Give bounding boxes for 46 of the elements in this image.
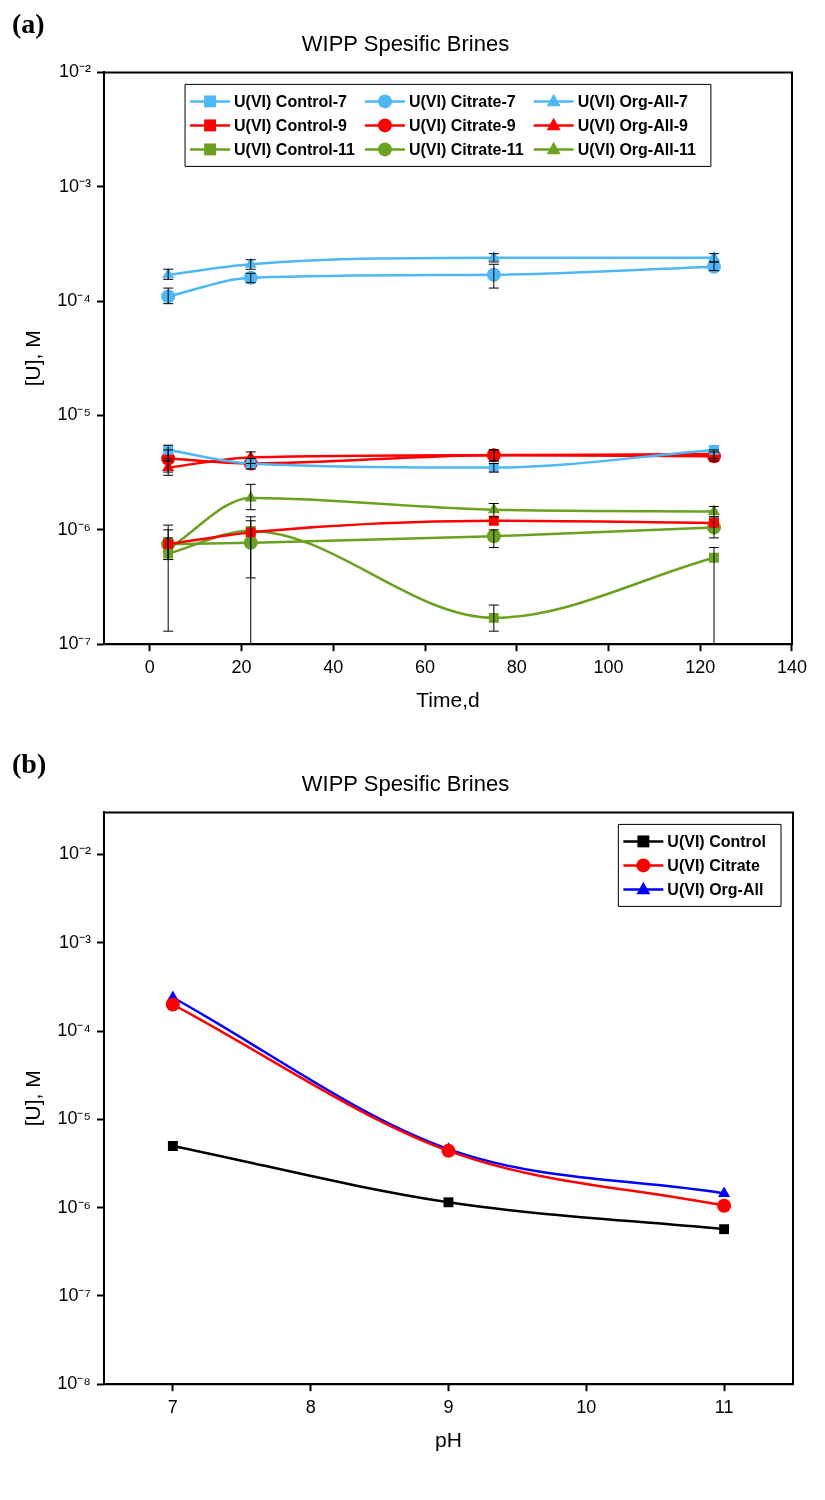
y-tick-label: 10⁻³ xyxy=(58,931,91,952)
y-tick-label: 10⁻⁵ xyxy=(57,1108,91,1129)
x-tick-label: 8 xyxy=(305,1396,316,1417)
chart-title: WIPP Spesific Brines xyxy=(301,771,510,797)
x-tick-label: 60 xyxy=(415,656,436,677)
y-tick-label: 10⁻⁵ xyxy=(57,404,91,425)
legend-label: U(VI) Citrate-11 xyxy=(408,140,524,158)
legend-label: U(VI) Control xyxy=(667,832,767,850)
x-tick-label: 9 xyxy=(443,1396,454,1417)
y-tick-label: 10⁻² xyxy=(58,61,91,82)
x-tick-label: 11 xyxy=(714,1396,734,1417)
x-tick-label: 100 xyxy=(593,656,624,677)
y-tick-label: 10⁻⁴ xyxy=(57,290,91,311)
y-tick-label: 10⁻⁶ xyxy=(57,1196,91,1217)
x-tick-label: 0 xyxy=(144,656,155,677)
legend-label: U(VI) Citrate-7 xyxy=(408,92,516,110)
y-tick-label: 10⁻² xyxy=(58,843,91,864)
y-axis-title: [U], M xyxy=(21,330,45,387)
legend-label: U(VI) Citrate xyxy=(667,856,760,874)
y-tick-label: 10⁻⁷ xyxy=(58,1284,91,1305)
text: (a) xyxy=(12,8,45,40)
y-tick-label: 10⁻⁴ xyxy=(57,1020,91,1041)
x-tick-label: 40 xyxy=(323,656,344,677)
chart-title: WIPP Spesific Brines xyxy=(301,31,510,57)
legend-label: U(VI) Org-All-7 xyxy=(577,92,688,110)
legend-label: U(VI) Citrate-9 xyxy=(408,116,516,134)
y-tick-label: 10⁻⁸ xyxy=(57,1373,91,1394)
x-tick-label: 7 xyxy=(167,1396,178,1417)
legend-label: U(VI) Control-11 xyxy=(234,140,356,158)
y-axis-title: [U], M xyxy=(21,1070,45,1127)
text: (b) xyxy=(12,748,47,780)
legend-label: U(VI) Org-All-9 xyxy=(577,116,688,134)
x-axis-title: Time,d xyxy=(416,688,480,712)
legend-label: U(VI) Org-All xyxy=(667,880,764,898)
legend-label: U(VI) Control-9 xyxy=(234,116,348,134)
legend-label: U(VI) Control-7 xyxy=(234,92,348,110)
y-tick-label: 10⁻⁶ xyxy=(57,518,91,539)
x-tick-label: 10 xyxy=(576,1396,597,1417)
x-tick-label: 140 xyxy=(776,656,808,677)
legend-label: U(VI) Org-All-11 xyxy=(577,140,696,158)
y-tick-label: 10⁻⁷ xyxy=(58,633,91,654)
y-tick-label: 10⁻³ xyxy=(58,175,91,196)
x-tick-label: 20 xyxy=(231,656,252,677)
x-axis-title: pH xyxy=(435,1428,462,1452)
x-tick-label: 80 xyxy=(506,656,527,677)
x-tick-label: 120 xyxy=(685,656,716,677)
